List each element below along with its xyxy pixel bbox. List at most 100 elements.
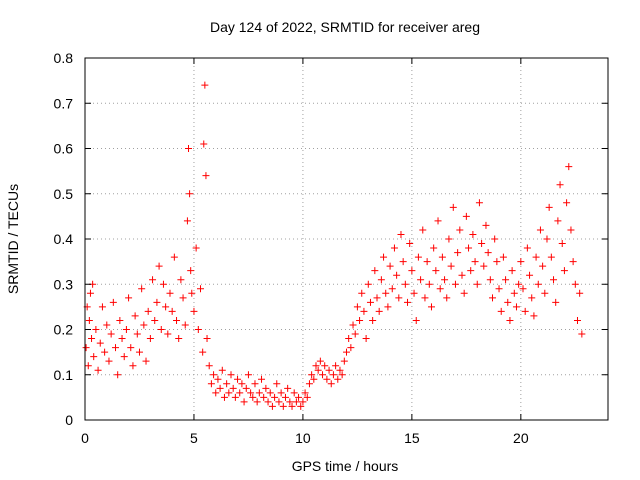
data-point <box>329 371 337 379</box>
data-point <box>202 172 210 180</box>
data-point <box>319 371 327 379</box>
data-point <box>560 267 568 275</box>
data-point <box>194 326 202 333</box>
data-point <box>214 375 222 383</box>
data-point <box>434 217 442 225</box>
data-point <box>536 226 544 234</box>
data-point <box>231 393 239 401</box>
data-point <box>358 289 366 297</box>
data-point <box>399 258 407 266</box>
data-point <box>469 230 477 238</box>
data-point <box>88 335 96 343</box>
data-point <box>502 276 510 284</box>
data-point <box>238 380 246 388</box>
data-point <box>312 362 320 370</box>
data-point <box>347 344 355 352</box>
data-point <box>573 316 581 324</box>
y-tick-label: 0.1 <box>54 367 74 383</box>
data-point <box>258 375 266 383</box>
data-point <box>521 307 529 315</box>
data-point <box>94 366 102 374</box>
data-point <box>295 393 303 401</box>
data-point <box>406 240 414 248</box>
x-axis-ticks: 0 5 10 15 20 <box>81 58 529 446</box>
data-point <box>465 244 473 252</box>
data-point <box>247 389 255 397</box>
data-point <box>423 258 431 266</box>
data-point <box>122 326 130 333</box>
data-point <box>567 226 575 234</box>
data-point <box>207 380 215 388</box>
data-point <box>343 348 350 356</box>
data-point <box>290 389 298 397</box>
data-point <box>454 249 462 257</box>
data-point <box>338 371 346 379</box>
y-axis-ticks: 0 0.1 0.2 0.3 0.4 0.5 0.6 0.7 0.8 <box>54 50 608 428</box>
y-tick-label: 0.5 <box>54 186 74 202</box>
data-point <box>360 307 368 315</box>
y-tick-label: 0.3 <box>54 276 74 292</box>
data-point <box>484 249 492 257</box>
data-point <box>412 316 420 324</box>
data-point <box>460 289 468 297</box>
data-point <box>530 312 538 320</box>
data-point <box>301 389 309 397</box>
data-point <box>408 267 416 275</box>
y-axis-label: SRMTID / TECUs <box>5 184 21 294</box>
data-point <box>528 294 536 302</box>
data-point <box>164 330 172 338</box>
data-point <box>129 362 137 370</box>
data-point <box>395 294 403 302</box>
data-point <box>251 380 259 388</box>
x-axis-label: GPS time / hours <box>292 458 399 474</box>
data-point <box>543 235 551 243</box>
data-point <box>321 362 329 370</box>
data-point <box>303 393 311 401</box>
data-point <box>532 253 540 261</box>
grid-lines <box>85 58 608 420</box>
data-point <box>279 402 287 410</box>
data-point <box>371 267 379 275</box>
data-point <box>133 330 141 338</box>
data-point <box>425 280 433 288</box>
data-point <box>375 307 383 315</box>
data-point <box>146 335 154 343</box>
data-point <box>249 393 257 401</box>
y-tick-label: 0.6 <box>54 141 74 157</box>
data-point <box>351 330 359 338</box>
data-point <box>327 380 335 388</box>
data-point <box>565 163 573 171</box>
data-point <box>447 262 455 270</box>
data-point <box>205 362 213 370</box>
data-point <box>308 371 316 379</box>
data-point <box>571 280 579 288</box>
data-point <box>240 398 248 406</box>
data-point <box>86 289 94 297</box>
data-point <box>149 276 157 284</box>
data-point <box>427 303 435 311</box>
chart-title: Day 124 of 2022, SRMTID for receiver are… <box>210 19 480 35</box>
data-point <box>225 389 233 397</box>
data-point <box>92 326 100 333</box>
data-point <box>519 285 527 293</box>
data-point <box>210 371 218 379</box>
data-point <box>419 226 427 234</box>
data-point <box>179 294 187 302</box>
data-point <box>201 81 209 89</box>
data-point <box>382 289 390 297</box>
data-point <box>499 253 507 261</box>
data-point <box>410 289 418 297</box>
data-point <box>112 344 120 352</box>
data-point <box>273 380 281 388</box>
data-point <box>125 294 133 302</box>
data-point <box>220 393 228 401</box>
data-point <box>414 253 422 261</box>
data-point <box>212 389 220 397</box>
data-point <box>199 348 207 356</box>
data-point <box>118 335 126 343</box>
data-point <box>569 258 577 266</box>
data-point <box>550 276 558 284</box>
data-point <box>384 303 392 311</box>
data-point <box>497 307 505 315</box>
data-point <box>159 280 167 288</box>
